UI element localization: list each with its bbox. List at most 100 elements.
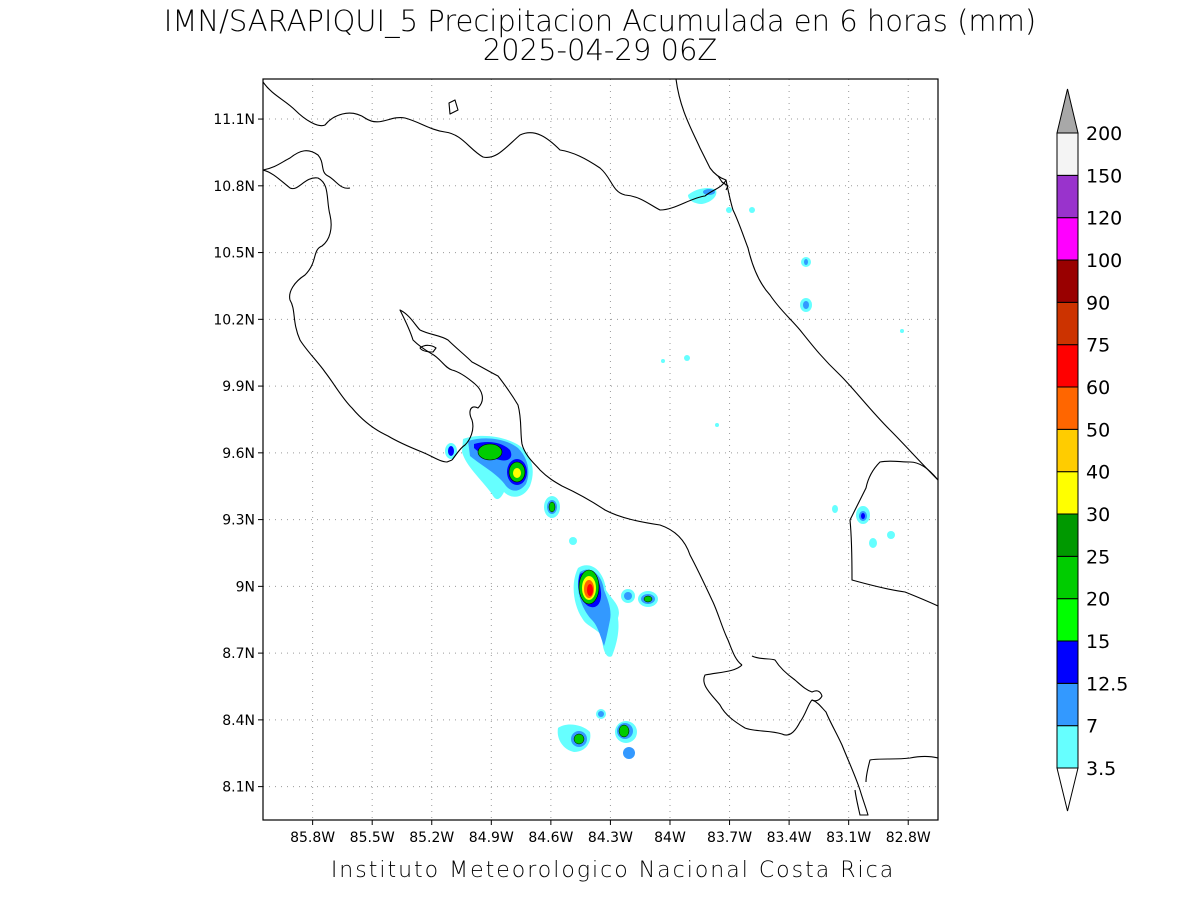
panama-pacific-coast — [865, 755, 938, 783]
caribbean-coast-mouth — [717, 175, 729, 191]
y-tick-label: 9N — [236, 579, 255, 595]
y-tick-label: 10.5N — [213, 246, 255, 262]
map-frame — [262, 78, 939, 821]
precip-cell-south-west-core — [573, 733, 585, 745]
precip-cell-south-east-core — [618, 724, 630, 738]
colorbar-level-label: 150 — [1086, 165, 1122, 187]
colorbar-level-label: 15 — [1086, 631, 1110, 653]
caribbean-coast — [725, 179, 938, 481]
colorbar-level-label: 30 — [1086, 504, 1110, 526]
y-axis-ticks: 11.1N 10.8N 10.5N 10.2N 9.9N 9.6N 9.3N 9N 8.7N 8.… — [213, 112, 263, 796]
precip-cell-east-c — [887, 531, 895, 539]
colorbar-swatch — [1056, 471, 1079, 515]
colorbar-swatch — [1056, 344, 1079, 388]
colorbar-swatch — [1056, 640, 1079, 684]
colorbar-level-label: 60 — [1086, 377, 1110, 399]
colorbar-level-label: 40 — [1086, 462, 1110, 484]
colorbar-swatch — [1056, 513, 1079, 557]
precip-cell-west-core — [448, 446, 454, 456]
x-tick-label: 84.9W — [469, 830, 514, 846]
colorbar-swatch — [1056, 132, 1079, 176]
precip-cell-north-coast-core — [703, 189, 715, 195]
x-tick-label: 84W — [654, 830, 686, 846]
precip-cell-caribbean-b-core — [804, 259, 808, 265]
osa-peninsula-coast — [703, 664, 869, 816]
x-axis-ticks: 85.8W 85.5W 85.2W 84.9W 84.6W 84.3W 84W 83.7W 83… — [290, 820, 931, 846]
y-tick-label: 10.2N — [213, 312, 255, 328]
golfo-dulce-coast — [751, 655, 823, 702]
colorbar-swatch — [1056, 386, 1079, 430]
colorbar-swatch — [1056, 725, 1079, 769]
nicaragua-lake-islet — [448, 99, 459, 115]
colorbar-level-label: 200 — [1086, 123, 1122, 145]
colorbar-swatch — [1056, 598, 1079, 642]
precip-cell-east-a — [832, 505, 838, 513]
nicoya-inner-islands — [419, 344, 437, 353]
panama-border — [849, 460, 938, 607]
y-tick-label: 9.3N — [222, 513, 255, 529]
precip-cell-9-4n-core — [548, 501, 556, 513]
y-tick-label: 10.8N — [213, 179, 255, 195]
colorbar-level-label: 75 — [1086, 335, 1110, 357]
x-tick-label: 83.7W — [707, 830, 752, 846]
x-tick-label: 84.6W — [528, 830, 573, 846]
precip-cell-82-9w-core — [861, 513, 865, 519]
nicaragua-border-north — [263, 79, 727, 211]
map-panel: 85.8W 85.5W 85.2W 84.9W 84.6W 84.3W 84W 83.7W 83… — [213, 78, 939, 846]
y-tick-label: 8.7N — [222, 646, 255, 662]
nicoya-coast-north — [263, 150, 351, 189]
precipitation-shading — [445, 187, 904, 759]
colorbar-level-label: 50 — [1086, 419, 1110, 441]
coastlines-and-borders — [263, 79, 938, 816]
map-background — [263, 79, 938, 820]
map-subtitle-datetime: 2025-04-29 06Z — [483, 33, 718, 67]
colorbar-swatch — [1056, 428, 1079, 473]
precip-cell-north-f — [900, 329, 904, 333]
colorbar-swatch — [1056, 217, 1079, 261]
colorbar-level-label: 90 — [1086, 292, 1110, 314]
precipitation-colorbar: 3.5 7 12.5 15 20 25 30 40 50 60 75 90 100 120 150 200 — [1056, 88, 1128, 812]
x-tick-label: 83.1W — [826, 830, 871, 846]
precip-core-nicoya-east-peak — [513, 468, 521, 478]
institution-footer: Instituto Meteorologico Nacional Costa R… — [331, 858, 895, 883]
precip-cell-small-a — [569, 537, 577, 545]
x-tick-label: 85.8W — [290, 830, 335, 846]
colorbar-over-triangle — [1056, 88, 1079, 134]
x-tick-label: 83.4W — [767, 830, 812, 846]
colorbar-level-label: 100 — [1086, 250, 1122, 272]
colorbar-level-label: 20 — [1086, 589, 1110, 611]
colorbar-swatch — [1056, 259, 1079, 303]
pacific-coast-guanacaste — [263, 169, 453, 463]
y-tick-label: 9.9N — [222, 379, 255, 395]
colorbar-level-label: 3.5 — [1086, 758, 1116, 780]
precip-cell-north-c — [684, 355, 690, 361]
precip-cell-north-b — [749, 207, 755, 213]
y-tick-label: 11.1N — [213, 112, 255, 128]
y-tick-label: 9.6N — [222, 446, 255, 462]
precip-cell-84-1w-core — [624, 592, 632, 600]
precip-cell-9n-60 — [587, 584, 593, 596]
colorbar-swatch — [1056, 301, 1079, 346]
precip-cell-84w-core — [643, 595, 653, 603]
y-tick-label: 8.4N — [222, 713, 255, 729]
map-title: IMN/SARAPIQUI_5 Precipitacion Acumulada … — [164, 4, 1036, 39]
colorbar-level-label: 25 — [1086, 546, 1110, 568]
colorbar-level-label: 120 — [1086, 208, 1122, 230]
precip-cell-south-small-core — [598, 711, 604, 717]
precip-cell-south-east-tail — [623, 747, 635, 759]
precip-cell-north-d — [661, 359, 665, 363]
precip-cell-caribbean-a-core — [803, 301, 809, 309]
x-tick-label: 84.3W — [588, 830, 633, 846]
colorbar-under-triangle — [1056, 767, 1079, 812]
precip-cell-north-e — [715, 423, 719, 427]
colorbar-level-label: 12.5 — [1086, 673, 1128, 695]
x-tick-label: 82.8W — [886, 830, 931, 846]
colorbar-swatch — [1056, 555, 1079, 600]
precip-cell-north-a — [726, 207, 732, 213]
x-tick-label: 85.2W — [409, 830, 454, 846]
colorbar-swatch — [1056, 682, 1079, 727]
colorbar-swatch — [1056, 174, 1079, 219]
y-tick-label: 8.1N — [222, 780, 255, 796]
x-tick-label: 85.5W — [350, 830, 395, 846]
